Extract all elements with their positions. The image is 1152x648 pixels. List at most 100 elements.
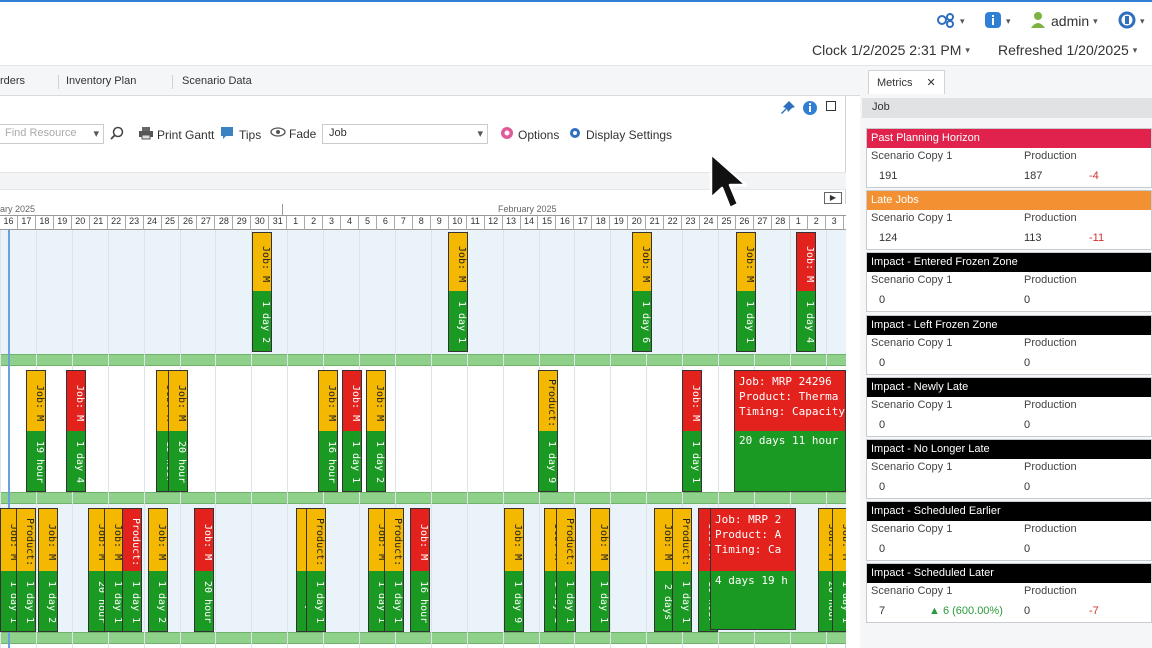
- metric-card-title: Impact - Scheduled Earlier: [867, 502, 1151, 522]
- job-block[interactable]: Job: M 1 day 1: [448, 232, 468, 352]
- job-line: Job: MRP 2: [715, 513, 782, 526]
- job-block[interactable]: Job: M 1 day 2: [38, 508, 58, 632]
- day-label: 17: [574, 216, 593, 230]
- tab-scenario-data[interactable]: Scenario Data: [182, 75, 252, 87]
- job-block[interactable]: Job: M 1 day 6: [632, 232, 652, 352]
- job-block[interactable]: Job: M 1 day 4: [796, 232, 816, 352]
- job-block[interactable]: Job: M 1 day 2: [148, 508, 168, 632]
- user-name: admin: [1051, 13, 1090, 29]
- scroll-right-button[interactable]: ▶: [824, 192, 842, 204]
- maximize-icon[interactable]: [826, 101, 836, 111]
- search-icon[interactable]: [110, 126, 124, 140]
- job-block-header: Job: MRP 2 Product: A Timing: Ca: [711, 509, 795, 571]
- lane-divider: [0, 354, 846, 366]
- job-block[interactable]: Job: M 1 day 1: [0, 508, 20, 632]
- print-gantt-button[interactable]: Print Gantt: [138, 126, 214, 143]
- job-block[interactable]: Job: M 1 day 1: [104, 508, 124, 632]
- user-menu[interactable]: admin ▾: [1030, 10, 1098, 32]
- find-resource-select[interactable]: Find Resource ▾: [0, 124, 104, 144]
- timing-line: Timing: Capacity: [739, 405, 845, 418]
- options-label: Options: [518, 127, 560, 142]
- chevron-down-icon: ▾: [1132, 44, 1138, 55]
- metric-card[interactable]: Impact - Newly Late Scenario Copy 1 Produc…: [866, 376, 1152, 437]
- job-block[interactable]: Job: M 19 hour: [26, 370, 46, 492]
- job-block[interactable]: Job: M 1 day 1: [682, 370, 702, 492]
- job-block-mrp-2[interactable]: Job: MRP 2 Product: A Timing: Ca 4 days …: [710, 508, 796, 630]
- metric-card[interactable]: Impact - Scheduled Later Scenario Copy 1 P…: [866, 563, 1152, 624]
- job-block-duration: 1 day 2: [149, 571, 167, 631]
- apps-menu[interactable]: ▾: [1118, 10, 1145, 32]
- job-block-status: Job: M: [149, 509, 167, 573]
- tab-inventory-plan[interactable]: Inventory Plan: [66, 75, 137, 87]
- metric-card[interactable]: Impact - Scheduled Earlier Scenario Copy …: [866, 501, 1152, 562]
- duration-label: 19 hour: [34, 441, 45, 484]
- day-label: 3: [323, 216, 342, 230]
- metric-production-label: Production: [1024, 398, 1077, 411]
- day-label: 11: [467, 216, 485, 230]
- fade-button[interactable]: Fade: [270, 126, 316, 141]
- tab-orders[interactable]: rders: [0, 75, 26, 87]
- metric-delta: -11: [1089, 232, 1105, 245]
- metric-card-title: Impact - Left Frozen Zone: [867, 315, 1151, 335]
- clock-text: Clock 1/2/2025 2:31 PM: [812, 42, 962, 58]
- metric-card[interactable]: Past Planning Horizon Scenario Copy 1 Prod…: [866, 128, 1152, 188]
- job-label: Product:: [130, 518, 141, 567]
- job-block[interactable]: Job: M 20 hour: [168, 370, 188, 492]
- day-label: 24: [144, 216, 162, 230]
- job-block[interactable]: Product: 1 day 1: [556, 508, 576, 632]
- job-block[interactable]: Job: M 1 day 9: [504, 508, 524, 632]
- job-label: Job: M: [690, 385, 701, 422]
- job-block-status: Job: M: [797, 233, 815, 293]
- job-block[interactable]: Job: M 1 day 1: [736, 232, 756, 352]
- refreshed-status[interactable]: Refreshed 1/20/2025 ▾: [998, 42, 1137, 58]
- job-block[interactable]: Product: 1 day 1: [384, 508, 404, 632]
- metric-card[interactable]: Impact - Left Frozen Zone Scenario Copy 1…: [866, 314, 1152, 375]
- resource-lane-2: [0, 366, 846, 492]
- job-block[interactable]: Product: 1 day 9: [538, 370, 558, 492]
- metric-card[interactable]: Impact - Entered Frozen Zone Scenario Cop…: [866, 252, 1152, 313]
- job-block[interactable]: Job: M 2 days: [654, 508, 674, 632]
- duration-label: 1 day 1: [690, 441, 701, 484]
- metric-card[interactable]: Late Jobs Scenario Copy 1 Production 124 113…: [866, 190, 1152, 251]
- job-block[interactable]: Product: 1 day 1: [306, 508, 326, 632]
- job-block[interactable]: Product: 1 day 1: [16, 508, 36, 632]
- job-label: Product:: [314, 518, 325, 567]
- job-block[interactable]: Job: M 1 day 1: [368, 508, 388, 632]
- duration-label: 20 hour: [96, 581, 107, 624]
- display-settings-button[interactable]: Display Settings: [568, 126, 672, 143]
- tab-metrics[interactable]: Metrics ✕: [868, 70, 945, 94]
- metric-scenario-value: 124: [879, 232, 898, 245]
- day-label: 29: [233, 216, 252, 230]
- job-block-status: Job: M: [39, 509, 57, 573]
- job-block[interactable]: Job: M 1 day 4: [66, 370, 86, 492]
- job-block-status: Product:: [539, 371, 557, 433]
- job-block-mrp-24296[interactable]: Job: MRP 24296 Product: Therma Timing: C…: [734, 370, 846, 492]
- job-block[interactable]: Job: M 1 day 2: [366, 370, 386, 492]
- job-block[interactable]: Job: M 16 hour: [410, 508, 430, 632]
- job-block[interactable]: Product: 1 day 1: [672, 508, 692, 632]
- integrations-menu[interactable]: ▾: [936, 10, 965, 32]
- tips-button[interactable]: Tips: [220, 126, 261, 143]
- close-icon[interactable]: ✕: [926, 77, 936, 89]
- metric-card[interactable]: Impact - No Longer Late Scenario Copy 1 Pr…: [866, 439, 1152, 499]
- job-block[interactable]: Product: 1 day 1: [122, 508, 142, 632]
- job-block[interactable]: Job: M 1 day 2: [252, 232, 272, 352]
- job-block[interactable]: Job: M 1 day 1: [342, 370, 362, 492]
- job-select[interactable]: Job ▾: [322, 124, 488, 144]
- day-label: 1: [790, 216, 808, 230]
- pin-icon[interactable]: [780, 100, 796, 121]
- metric-scenario-label: Scenario Copy 1: [871, 585, 953, 598]
- job-block[interactable]: Job: M 1 day 1: [590, 508, 610, 632]
- job-block[interactable]: Job: M 16 hour: [318, 370, 338, 492]
- info-icon[interactable]: [802, 100, 818, 121]
- job-block[interactable]: Job: M 20 hour: [88, 508, 108, 632]
- metrics-panel: Metrics ✕ Job Past Planning Horizon Scena…: [860, 66, 1152, 648]
- job-block[interactable]: Job: M 1 day 1: [832, 508, 846, 632]
- info-menu[interactable]: ▾: [984, 10, 1011, 32]
- grid-line: [0, 230, 1, 648]
- job-label: Job: M: [374, 385, 385, 422]
- metric-scenario-value: 191: [879, 170, 898, 182]
- job-block[interactable]: Job: M 20 hour: [194, 508, 214, 632]
- options-button[interactable]: Options: [500, 126, 559, 143]
- clock-status[interactable]: Clock 1/2/2025 2:31 PM ▾: [812, 42, 970, 58]
